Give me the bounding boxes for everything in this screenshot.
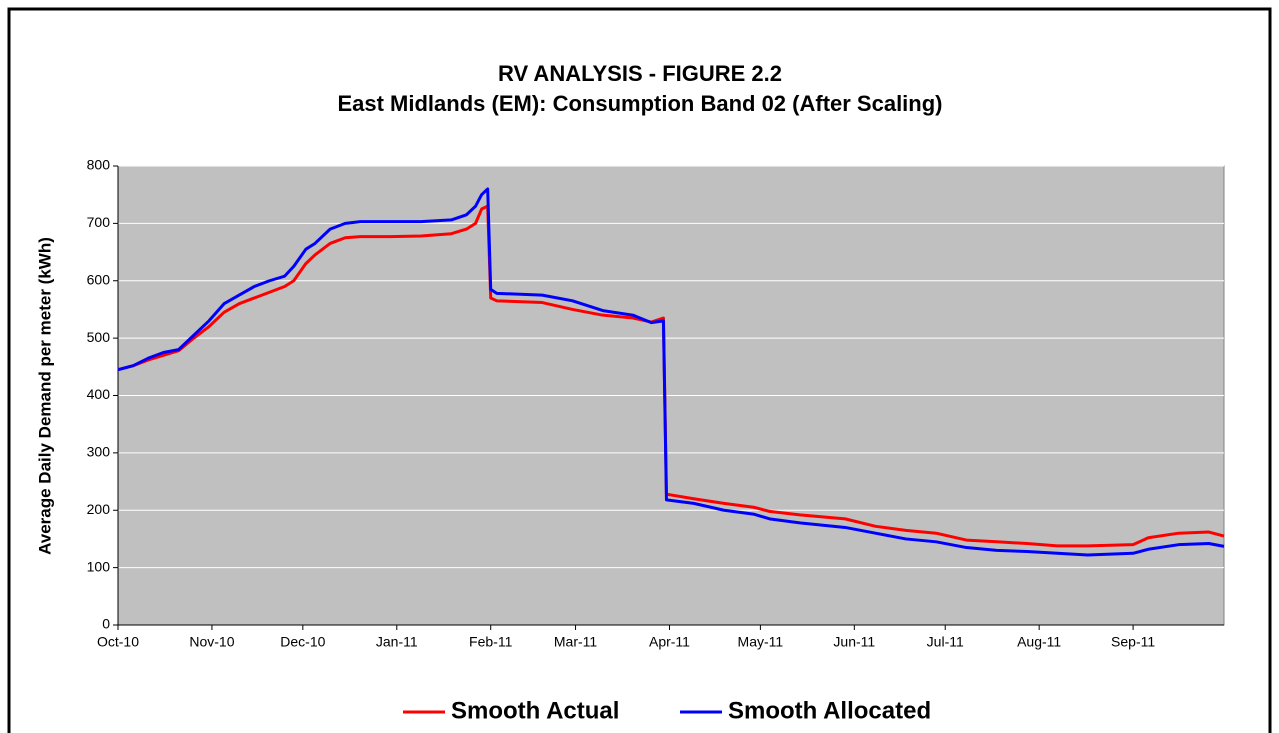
legend-label: Smooth Allocated xyxy=(728,697,931,724)
x-tick-label: Oct-10 xyxy=(97,634,139,650)
x-tick-label: Jan-11 xyxy=(376,634,418,650)
chart-title: RV ANALYSIS - FIGURE 2.2 xyxy=(498,61,782,86)
x-tick-label: May-11 xyxy=(738,634,784,650)
series-line xyxy=(117,204,1225,548)
y-tick-label: 500 xyxy=(87,329,111,345)
y-axis-label: Average Daily Demand per meter (kWh) xyxy=(35,237,54,555)
legend-label: Smooth Actual xyxy=(451,697,619,724)
x-tick-label: Sep-11 xyxy=(1111,634,1155,650)
x-tick-label: Feb-11 xyxy=(469,634,513,650)
x-tick-label: Mar-11 xyxy=(554,634,598,650)
y-tick-label: 300 xyxy=(87,444,111,460)
y-tick-label: 100 xyxy=(87,558,111,574)
x-tick-label: Jul-11 xyxy=(927,634,964,650)
x-tick-label: Apr-11 xyxy=(649,634,690,650)
x-tick-label: Jun-11 xyxy=(833,634,875,650)
y-tick-label: 0 xyxy=(102,616,110,632)
y-tick-label: 700 xyxy=(87,214,111,230)
y-tick-label: 200 xyxy=(87,501,111,517)
chart-subtitle: East Midlands (EM): Consumption Band 02 … xyxy=(337,91,942,116)
series-line xyxy=(117,187,1225,557)
y-tick-label: 400 xyxy=(87,386,111,402)
y-tick-label: 800 xyxy=(87,157,111,173)
x-tick-label: Aug-11 xyxy=(1017,634,1061,650)
x-tick-label: Dec-10 xyxy=(280,634,325,650)
x-tick-label: Nov-10 xyxy=(189,634,234,650)
y-tick-label: 600 xyxy=(87,271,111,287)
